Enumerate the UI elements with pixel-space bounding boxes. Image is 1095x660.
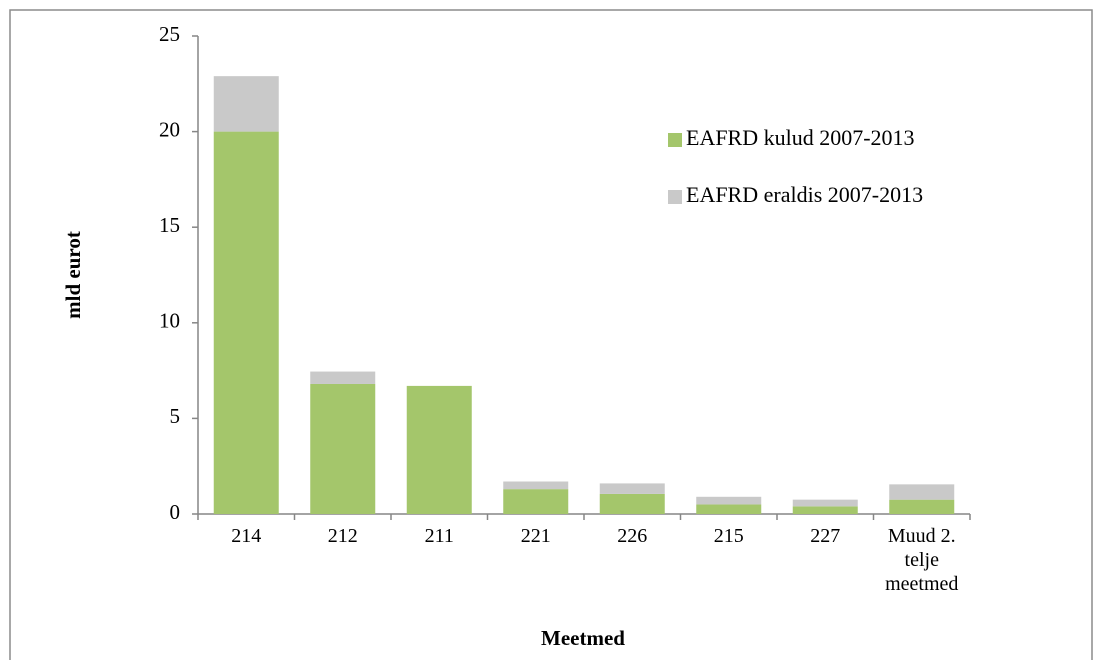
x-tick-label: 214 [231, 525, 262, 547]
bar-segment [889, 499, 955, 514]
x-tick-label-box: 211 [424, 525, 454, 547]
bar-segment [503, 481, 569, 490]
y-axis-title: mld eurot [61, 231, 85, 319]
x-tick-label: 215 [713, 525, 744, 547]
bar-segment [406, 385, 472, 514]
y-tick-label: 25 [159, 22, 180, 46]
x-tick-label-box: 212 [327, 525, 358, 547]
y-tick-label: 0 [170, 500, 181, 524]
x-tick-label: 226 [617, 525, 648, 547]
x-tick-label: Muud 2. telje meetmed [885, 525, 959, 595]
y-tick-label: 10 [159, 309, 180, 333]
legend-swatch [668, 190, 682, 204]
x-tick-label: 227 [810, 525, 841, 547]
bar-segment [213, 131, 279, 514]
y-tick-label: 15 [159, 213, 180, 237]
x-tick-label-box: 214 [231, 525, 262, 547]
x-tick-label-box: Muud 2. telje meetmed [885, 525, 959, 595]
x-tick-label-box: 227 [810, 525, 841, 547]
x-axis-title: Meetmed [541, 626, 625, 650]
bar-segment [310, 371, 376, 384]
x-tick-label-box: 221 [520, 525, 551, 547]
bar-segment [696, 496, 762, 505]
bar-segment [696, 504, 762, 514]
legend-swatch [668, 133, 682, 147]
x-tick-label: 221 [520, 525, 551, 547]
x-tick-label: 212 [327, 525, 358, 547]
x-tick-label: 211 [424, 525, 454, 547]
bar-segment [792, 499, 858, 507]
legend-label: EAFRD eraldis 2007-2013 [686, 182, 923, 207]
legend-label: EAFRD kulud 2007-2013 [686, 125, 915, 150]
bar-segment [213, 76, 279, 132]
bar-segment [599, 483, 665, 494]
bar-segment [310, 383, 376, 514]
x-tick-label-box: 215 [713, 525, 744, 547]
bar-segment [503, 489, 569, 514]
y-tick-label: 5 [170, 404, 181, 428]
chart-frame [9, 9, 1093, 660]
bar-segment [792, 506, 858, 514]
y-tick-label: 20 [159, 117, 180, 141]
bar-segment [599, 493, 665, 514]
x-tick-label-box: 226 [617, 525, 648, 547]
bar-segment [889, 484, 955, 500]
